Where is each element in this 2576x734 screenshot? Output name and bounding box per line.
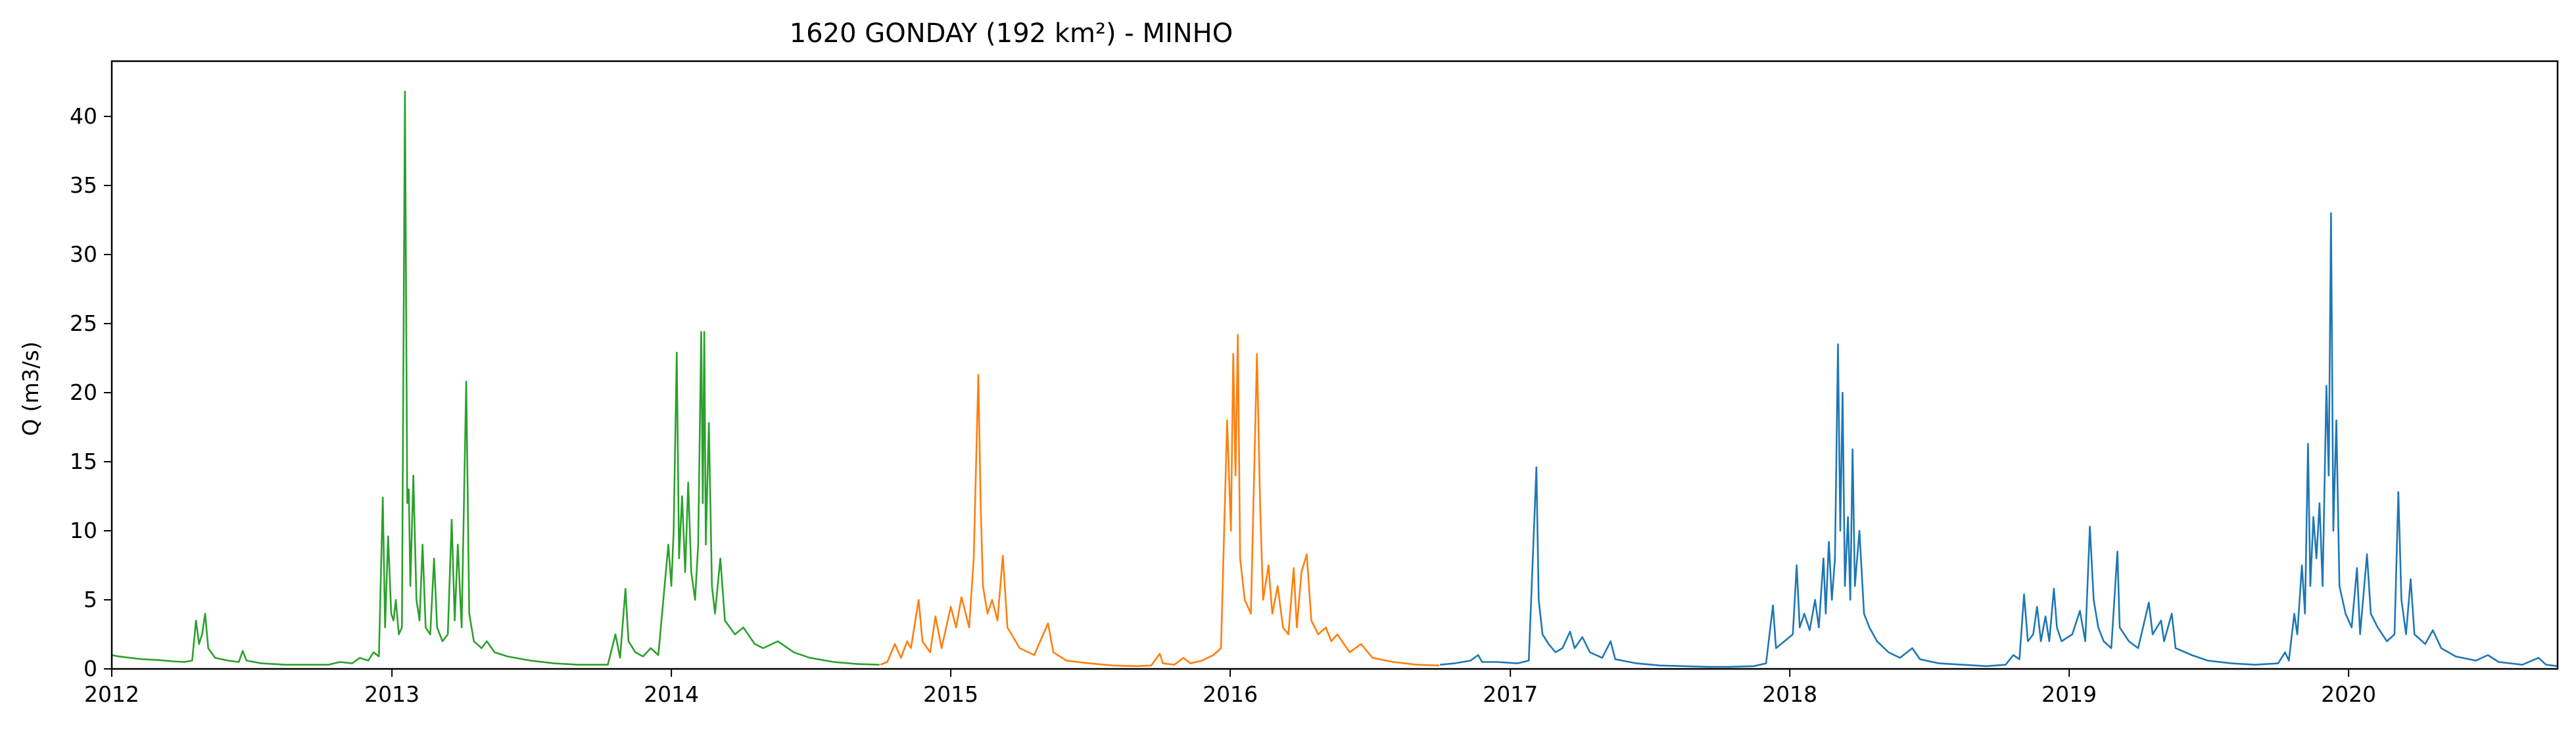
series-layer — [111, 90, 2558, 668]
x-tick-label: 2015 — [923, 681, 978, 707]
y-axis-label: Q (m3/s) — [18, 341, 43, 436]
y-tick-label: 35 — [70, 172, 97, 198]
y-tick-label: 5 — [83, 587, 97, 612]
y-axis-ticks: 0 5 10 15 20 25 30 35 40 — [70, 103, 112, 681]
series-line-2 — [880, 333, 1439, 668]
y-tick-label: 15 — [70, 449, 97, 474]
y-tick-label: 30 — [70, 241, 97, 267]
series-line-1 — [111, 90, 880, 666]
chart-title: 1620 GONDAY (192 km²) - MINHO — [790, 18, 1233, 49]
y-tick-label: 10 — [70, 518, 97, 543]
plot-frame — [110, 60, 2559, 670]
y-tick-label: 20 — [70, 379, 97, 405]
x-tick-label: 2020 — [2321, 681, 2376, 707]
x-tick-label: 2018 — [1762, 681, 1817, 707]
x-tick-label: 2014 — [644, 681, 699, 707]
x-tick-label: 2016 — [1203, 681, 1258, 707]
x-tick-label: 2012 — [84, 681, 139, 707]
series-line-3 — [1439, 212, 2558, 668]
y-tick-label: 40 — [70, 103, 97, 129]
x-tick-label: 2019 — [2041, 681, 2097, 707]
x-tick-label: 2017 — [1483, 681, 1538, 707]
x-tick-label: 2013 — [364, 681, 419, 707]
x-axis-ticks: 2012 2013 2014 2015 2016 2017 2018 2019 2020 — [84, 669, 2376, 707]
y-tick-label: 25 — [70, 310, 97, 336]
y-tick-label: 0 — [83, 656, 97, 681]
